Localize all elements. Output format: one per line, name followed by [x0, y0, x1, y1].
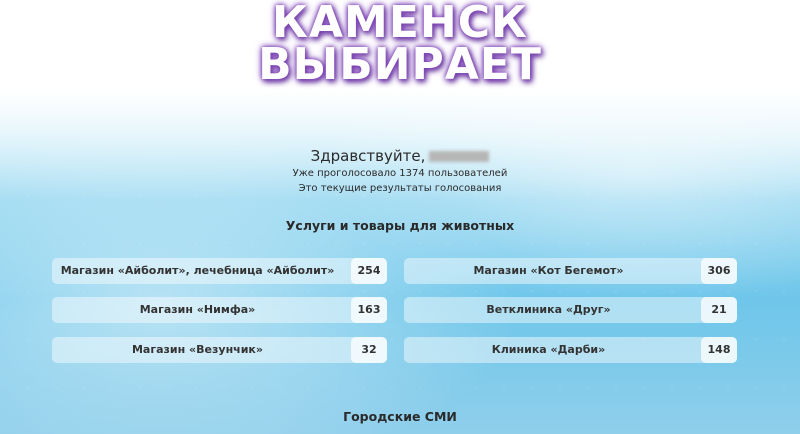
- background-pattern: [0, 100, 800, 434]
- vote-count: 254: [351, 258, 387, 284]
- nominee-name: Магазин «Везунчик»: [131, 343, 263, 356]
- greeting-text: Здравствуйте,: [310, 147, 426, 165]
- next-category-title: Городские СМИ: [343, 409, 457, 424]
- result-row[interactable]: Магазин «Везунчик» 32: [52, 337, 387, 363]
- voted-count-text: Уже проголосовало 1374 пользователей: [292, 168, 508, 179]
- vote-count: 32: [351, 337, 387, 363]
- result-row[interactable]: Клиника «Дарби» 148: [404, 337, 737, 363]
- nominee-name: Клиника «Дарби»: [491, 343, 606, 356]
- logo-line-2: ВЫБИРАЕТ: [258, 39, 542, 90]
- result-row[interactable]: Магазин «Кот Бегемот» 306: [404, 258, 737, 284]
- vote-count: 148: [701, 337, 737, 363]
- vote-count: 306: [701, 258, 737, 284]
- nominee-name: Ветклиника «Друг»: [486, 303, 611, 316]
- username-blurred: [429, 151, 490, 162]
- logo: КАМЕНСК ВЫБИРАЕТ: [0, 0, 800, 90]
- category-title: Услуги и товары для животных: [285, 218, 515, 233]
- results-text: Это текущие результаты голосования: [298, 183, 502, 194]
- nominee-name: Магазин «Нимфа»: [139, 303, 256, 316]
- nominee-name: Магазин «Айболит», лечебница «Айболит»: [60, 264, 335, 277]
- result-row[interactable]: Ветклиника «Друг» 21: [404, 297, 737, 323]
- greeting: Здравствуйте,: [0, 147, 800, 165]
- logo-line-1: КАМЕНСК: [272, 0, 528, 48]
- result-row[interactable]: Магазин «Айболит», лечебница «Айболит» 25…: [52, 258, 387, 284]
- nominee-name: Магазин «Кот Бегемот»: [473, 264, 624, 277]
- result-row[interactable]: Магазин «Нимфа» 163: [52, 297, 387, 323]
- vote-count: 163: [351, 297, 387, 323]
- vote-count: 21: [701, 297, 737, 323]
